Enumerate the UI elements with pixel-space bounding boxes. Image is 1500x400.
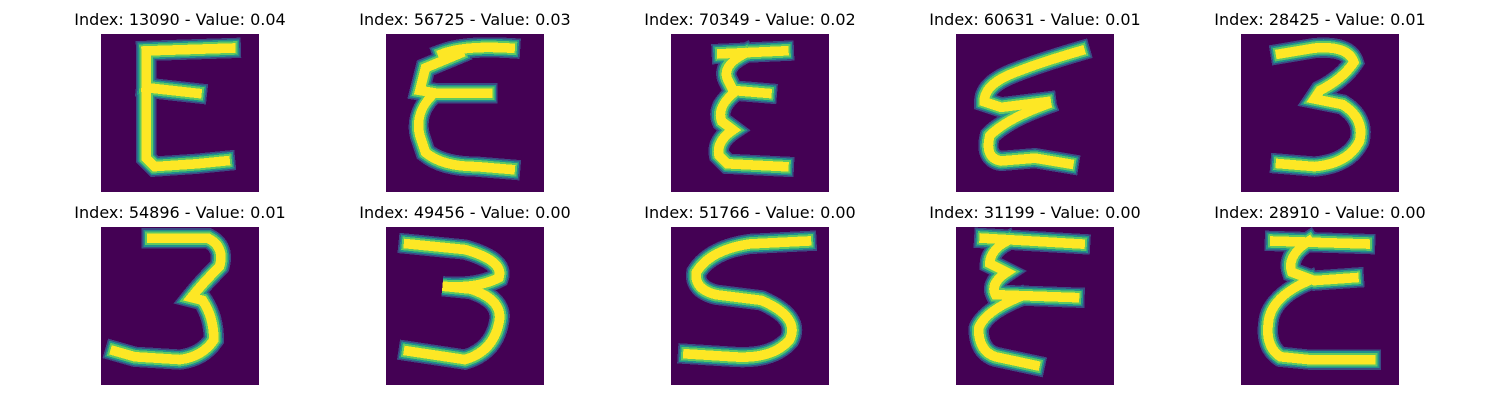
digit-stroke [1274, 42, 1366, 172]
panel-title: Index: 60631 - Value: 0.01 [929, 10, 1141, 29]
digit-image [671, 227, 829, 385]
digit-stroke [973, 233, 1086, 371]
digit-stroke [109, 233, 226, 365]
panel-title: Index: 51766 - Value: 0.00 [644, 203, 856, 222]
digit-image [1241, 227, 1399, 385]
image-panel: Index: 28910 - Value: 0.00 [1210, 193, 1430, 385]
digit-image [956, 34, 1114, 192]
panel-title: Index: 56725 - Value: 0.03 [359, 10, 571, 29]
image-panel: Index: 49456 - Value: 0.00 [355, 193, 575, 385]
digit-stroke [682, 236, 812, 362]
digit-stroke [713, 45, 789, 172]
image-panel: Index: 51766 - Value: 0.00 [640, 193, 860, 385]
panel-title: Index: 28910 - Value: 0.00 [1214, 203, 1426, 222]
panel-title: Index: 28425 - Value: 0.01 [1214, 10, 1426, 29]
digit-stroke [413, 42, 516, 175]
image-panel: Index: 28425 - Value: 0.01 [1210, 0, 1430, 192]
image-panel: Index: 13090 - Value: 0.04 [70, 0, 290, 192]
digit-image [1241, 34, 1399, 192]
digit-stroke [1263, 234, 1376, 365]
digit-image [956, 227, 1114, 385]
digit-image [101, 34, 259, 192]
digit-stroke [979, 44, 1087, 170]
image-panel: Index: 54896 - Value: 0.01 [70, 193, 290, 385]
digit-image [101, 227, 259, 385]
digit-image [671, 34, 829, 192]
digit-image [386, 227, 544, 385]
digit-stroke [403, 238, 505, 365]
panel-title: Index: 70349 - Value: 0.02 [644, 10, 856, 29]
panel-title: Index: 13090 - Value: 0.04 [74, 10, 286, 29]
image-panel: Index: 70349 - Value: 0.02 [640, 0, 860, 192]
digit-image [386, 34, 544, 192]
digit-stroke [140, 43, 236, 172]
panel-title: Index: 49456 - Value: 0.00 [359, 203, 571, 222]
image-panel: Index: 31199 - Value: 0.00 [925, 193, 1145, 385]
panel-title: Index: 31199 - Value: 0.00 [929, 203, 1141, 222]
image-panel: Index: 60631 - Value: 0.01 [925, 0, 1145, 192]
image-panel: Index: 56725 - Value: 0.03 [355, 0, 575, 192]
panel-title: Index: 54896 - Value: 0.01 [74, 203, 286, 222]
